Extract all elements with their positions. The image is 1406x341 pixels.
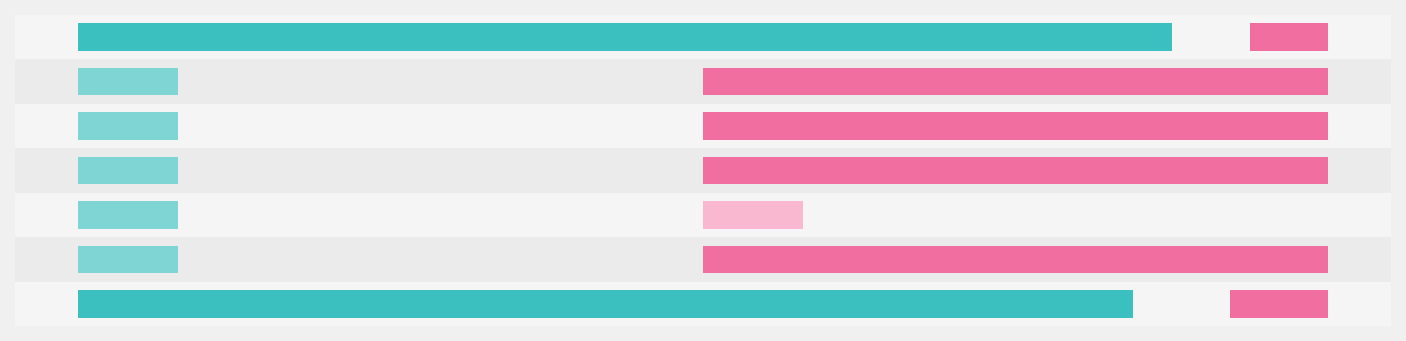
Bar [77, 112, 177, 140]
Bar [703, 68, 1329, 95]
Bar [15, 193, 1391, 237]
Bar [703, 157, 1329, 184]
Bar [15, 237, 1391, 282]
Bar [77, 201, 177, 229]
Bar [77, 24, 1173, 51]
Bar [15, 282, 1391, 326]
Bar [15, 148, 1391, 193]
Bar [15, 59, 1391, 104]
Bar [703, 112, 1329, 140]
Bar [77, 157, 177, 184]
Bar [1250, 24, 1329, 51]
Bar [1230, 290, 1329, 317]
Bar [703, 246, 1329, 273]
Bar [15, 15, 1391, 59]
Bar [77, 68, 177, 95]
Bar [15, 104, 1391, 148]
Bar [77, 290, 1133, 317]
Bar [703, 201, 803, 229]
Bar [77, 246, 177, 273]
